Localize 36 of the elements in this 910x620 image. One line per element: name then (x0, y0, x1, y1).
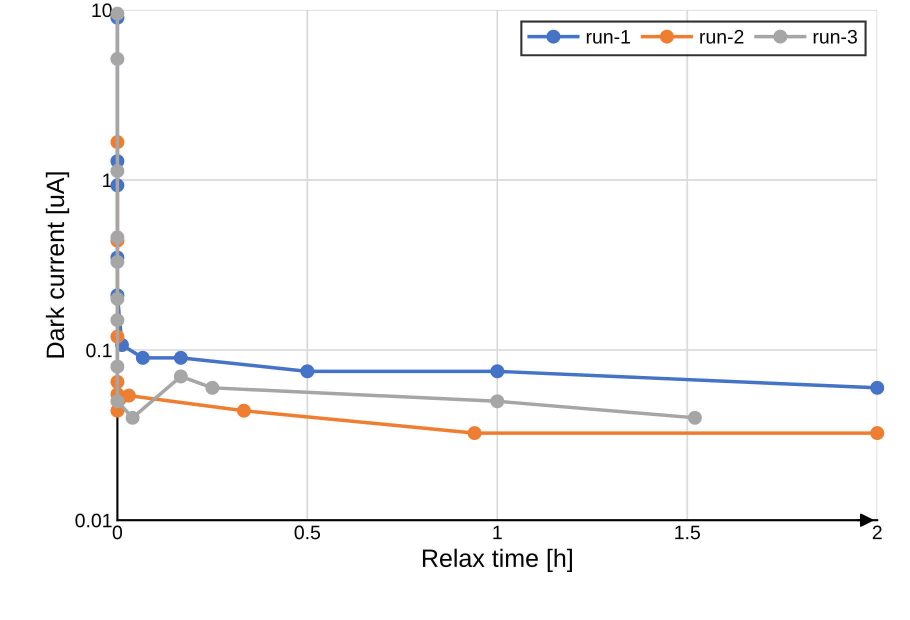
y-tick-label: 0.1 (86, 344, 112, 358)
y-tick-label: 10 (92, 3, 112, 18)
point (126, 410, 140, 425)
point (468, 426, 482, 440)
point (300, 364, 314, 378)
x-tick-label: 1.5 (675, 526, 700, 540)
point (236, 404, 251, 418)
point (110, 164, 124, 178)
point (110, 313, 124, 328)
y-tick-label: 1 (103, 174, 112, 188)
point (110, 230, 124, 244)
point (110, 52, 124, 66)
point (205, 380, 220, 395)
point (122, 388, 136, 403)
legend-label: run-2 (700, 30, 744, 44)
point (110, 394, 124, 408)
x-axis-title: Relax time [h] (422, 548, 572, 572)
point (174, 369, 188, 384)
legend-label: run-3 (814, 30, 857, 44)
legend-label: run-1 (586, 30, 630, 44)
point (490, 394, 504, 408)
y-axis-title: Dark current [uA] (46, 172, 70, 358)
point (110, 292, 124, 306)
x-tick-label: 2 (872, 526, 882, 540)
y-tick-label: 0.01 (75, 514, 112, 528)
point (174, 350, 188, 365)
point (870, 380, 884, 395)
point (110, 360, 124, 374)
point (110, 254, 124, 269)
x-tick-label: 0.5 (294, 526, 320, 540)
point (688, 410, 702, 425)
point (490, 364, 504, 378)
x-tick-label: 0 (112, 526, 122, 540)
x-tick-label: 1 (493, 526, 502, 540)
point (136, 350, 150, 365)
point (870, 426, 884, 440)
